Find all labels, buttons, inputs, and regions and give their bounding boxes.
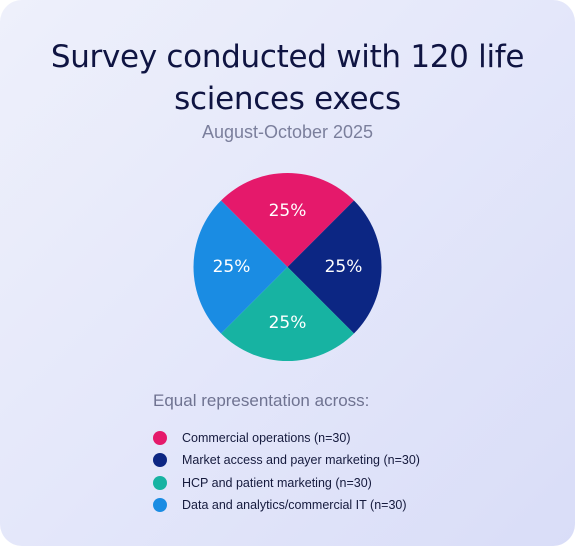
chart-subtitle: August-October 2025 (201, 122, 374, 142)
legend-swatch-3 (153, 475, 167, 490)
legend-swatch-2 (153, 453, 167, 467)
pie-slice-4 (193, 200, 288, 334)
legend-label-2: Market access and payer marketing (n=30) (182, 453, 420, 467)
pie-slice-2 (287, 200, 382, 334)
pie-slice-label-2: 25% (325, 257, 363, 277)
legend-swatch-1 (153, 430, 167, 445)
pie-slice-label-3: 25% (269, 313, 307, 333)
legend-label-4: Data and analytics/commercial IT (n=30) (182, 498, 407, 512)
legend-item-4: Data and analytics/commercial IT (n=30) (153, 495, 420, 516)
legend-item-1: Commercial operations (n=30) (153, 427, 420, 448)
chart-title: Survey conducted with 120 life sciences … (50, 39, 525, 117)
legend: Commercial operations (n=30) Market acces… (153, 427, 420, 517)
legend-item-2: Market access and payer marketing (n=30) (153, 450, 420, 471)
legend-item-3: HCP and patient marketing (n=30) (153, 472, 420, 493)
pie-slice-label-1: 25% (269, 201, 307, 221)
pie-slice-1 (221, 173, 354, 267)
pie-slice-3 (221, 267, 354, 361)
legend-label-1: Commercial operations (n=30) (182, 430, 351, 445)
legend-title: Equal representation across: (153, 391, 370, 410)
legend-label-3: HCP and patient marketing (n=30) (182, 475, 372, 490)
pie-slice-label-4: 25% (213, 257, 251, 277)
legend-swatch-4 (153, 498, 167, 512)
